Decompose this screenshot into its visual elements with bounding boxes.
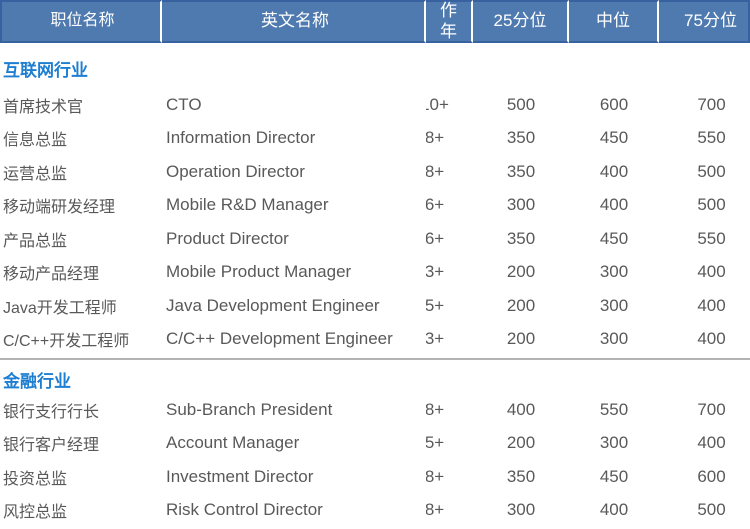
cell-years: 5+ — [426, 433, 445, 453]
table-row: C/C++开发工程师 C/C++ Development Engineer 3+ 20… — [0, 323, 750, 357]
table-row: 移动产品经理 Mobile Product Manager 3+ 200 300 400 — [0, 256, 750, 290]
header-cell-english-name: 英文名称 — [162, 0, 426, 43]
cell-years: 6+ — [426, 228, 445, 248]
table-row: 产品总监 Product Director 6+ 350 450 550 — [0, 222, 750, 256]
cell-name: 信息总监 — [3, 132, 68, 150]
cell-p25: 350 — [506, 128, 536, 148]
table-row: 银行支行行长 Sub-Branch President 8+ 400 550 700 — [0, 393, 750, 427]
cell-p75: 400 — [697, 262, 726, 282]
cell-p50: 300 — [599, 329, 629, 349]
table-row: 信息总监 Information Director 8+ 350 450 550 — [0, 122, 750, 156]
cell-years: 10+ — [426, 94, 449, 114]
cell-p25: 200 — [506, 329, 536, 349]
cell-en: Java Development Engineer — [166, 295, 380, 315]
cell-p50: 400 — [599, 195, 629, 215]
cell-p25: 300 — [506, 500, 536, 520]
header-cell-percentile-25: 25分位 — [473, 0, 569, 43]
cell-p25: 400 — [506, 399, 536, 419]
cell-p75: 700 — [697, 94, 726, 114]
cell-en: CTO — [166, 94, 202, 114]
cell-years: 6+ — [426, 195, 445, 215]
cell-en: Operation Director — [166, 161, 305, 181]
cell-years: 3+ — [426, 262, 445, 282]
cell-p50: 300 — [599, 262, 629, 282]
cell-en: Mobile Product Manager — [166, 262, 352, 282]
cell-en: Information Director — [166, 128, 316, 148]
table-header-row: 职位名称 英文名称 工作年限 25分位 中位 75分位 — [0, 0, 750, 61]
cell-p50: 550 — [599, 399, 629, 419]
section-rows: 首席技术官 CTO 10+ 500 600 700 信息总监 Information Dire… — [0, 88, 750, 356]
cell-en: C/C++ Development Engineer — [166, 329, 393, 349]
cell-p50: 450 — [599, 228, 629, 248]
table-row: 银行客户经理 Account Manager 5+ 200 300 400 — [0, 427, 750, 461]
cell-en: Sub-Branch President — [166, 399, 333, 419]
cell-p50: 400 — [599, 500, 629, 520]
section-rows: 银行支行行长 Sub-Branch President 8+ 400 550 700 银行客… — [0, 393, 750, 527]
table-row: 风控总监 Risk Control Director 8+ 300 400 500 — [0, 494, 750, 528]
header-cell-percentile-75: 75分位 — [659, 0, 750, 43]
cell-years: 8+ — [426, 500, 445, 520]
cell-years: 8+ — [426, 161, 445, 181]
cell-p75: 500 — [697, 195, 726, 215]
cell-name: 运营总监 — [3, 165, 68, 183]
table-row: 首席技术官 CTO 10+ 500 600 700 — [0, 88, 750, 122]
table-row: Java开发工程师 Java Development Engineer 5+ 200 3… — [0, 289, 750, 323]
cell-en: Mobile R&D Manager — [166, 195, 329, 215]
cell-years: 3+ — [426, 329, 445, 349]
cell-name: 产品总监 — [3, 232, 68, 250]
cell-name: 移动端研发经理 — [3, 199, 116, 217]
cell-p50: 600 — [599, 94, 629, 114]
cell-p25: 200 — [506, 262, 536, 282]
cell-p25: 300 — [506, 195, 536, 215]
cell-years: 8+ — [426, 399, 445, 419]
cell-p75: 700 — [697, 399, 726, 419]
cell-years: 5+ — [426, 295, 445, 315]
cell-p50: 400 — [599, 161, 629, 181]
cell-p25: 350 — [506, 466, 536, 486]
section-title: 互联网行业 — [3, 60, 88, 80]
cell-p75: 600 — [697, 466, 726, 486]
section-divider — [0, 358, 750, 360]
cell-p25: 350 — [506, 161, 536, 181]
cell-years: 8+ — [426, 128, 445, 148]
cell-p75: 400 — [697, 433, 726, 453]
cell-en: Risk Control Director — [166, 500, 323, 520]
table-row: 投资总监 Investment Director 8+ 350 450 600 — [0, 460, 750, 494]
cell-name: 移动产品经理 — [3, 266, 100, 284]
header-cell-work-years: 工作年限 — [426, 0, 473, 61]
cell-p50: 300 — [599, 433, 629, 453]
cell-p75: 550 — [697, 228, 726, 248]
cell-p50: 450 — [599, 128, 629, 148]
cell-p25: 350 — [506, 228, 536, 248]
cell-name: 首席技术官 — [3, 98, 84, 116]
cell-name: Java开发工程师 — [3, 299, 117, 317]
cell-name: 银行支行行长 — [3, 403, 100, 421]
cell-p75: 400 — [697, 295, 726, 315]
cell-years: 8+ — [426, 466, 445, 486]
cell-p75: 400 — [697, 329, 726, 349]
cell-p50: 300 — [599, 295, 629, 315]
cell-name: 风控总监 — [3, 504, 68, 522]
cell-en: Account Manager — [166, 433, 300, 453]
cell-name: C/C++开发工程师 — [3, 333, 130, 351]
cell-name: 银行客户经理 — [3, 437, 100, 455]
cell-p25: 200 — [506, 433, 536, 453]
cell-p25: 500 — [506, 94, 536, 114]
section-title: 金融行业 — [3, 371, 71, 391]
cell-p75: 500 — [697, 500, 726, 520]
cell-en: Investment Director — [166, 466, 314, 486]
header-cell-position-name: 职位名称 — [0, 0, 162, 43]
table-row: 移动端研发经理 Mobile R&D Manager 6+ 300 400 500 — [0, 189, 750, 223]
cell-p50: 450 — [599, 466, 629, 486]
cell-en: Product Director — [166, 228, 289, 248]
cell-name: 投资总监 — [3, 470, 68, 488]
cell-p75: 550 — [697, 128, 726, 148]
cell-p75: 500 — [697, 161, 726, 181]
header-cell-median: 中位 — [569, 0, 659, 43]
cell-p25: 200 — [506, 295, 536, 315]
table-row: 运营总监 Operation Director 8+ 350 400 500 — [0, 155, 750, 189]
